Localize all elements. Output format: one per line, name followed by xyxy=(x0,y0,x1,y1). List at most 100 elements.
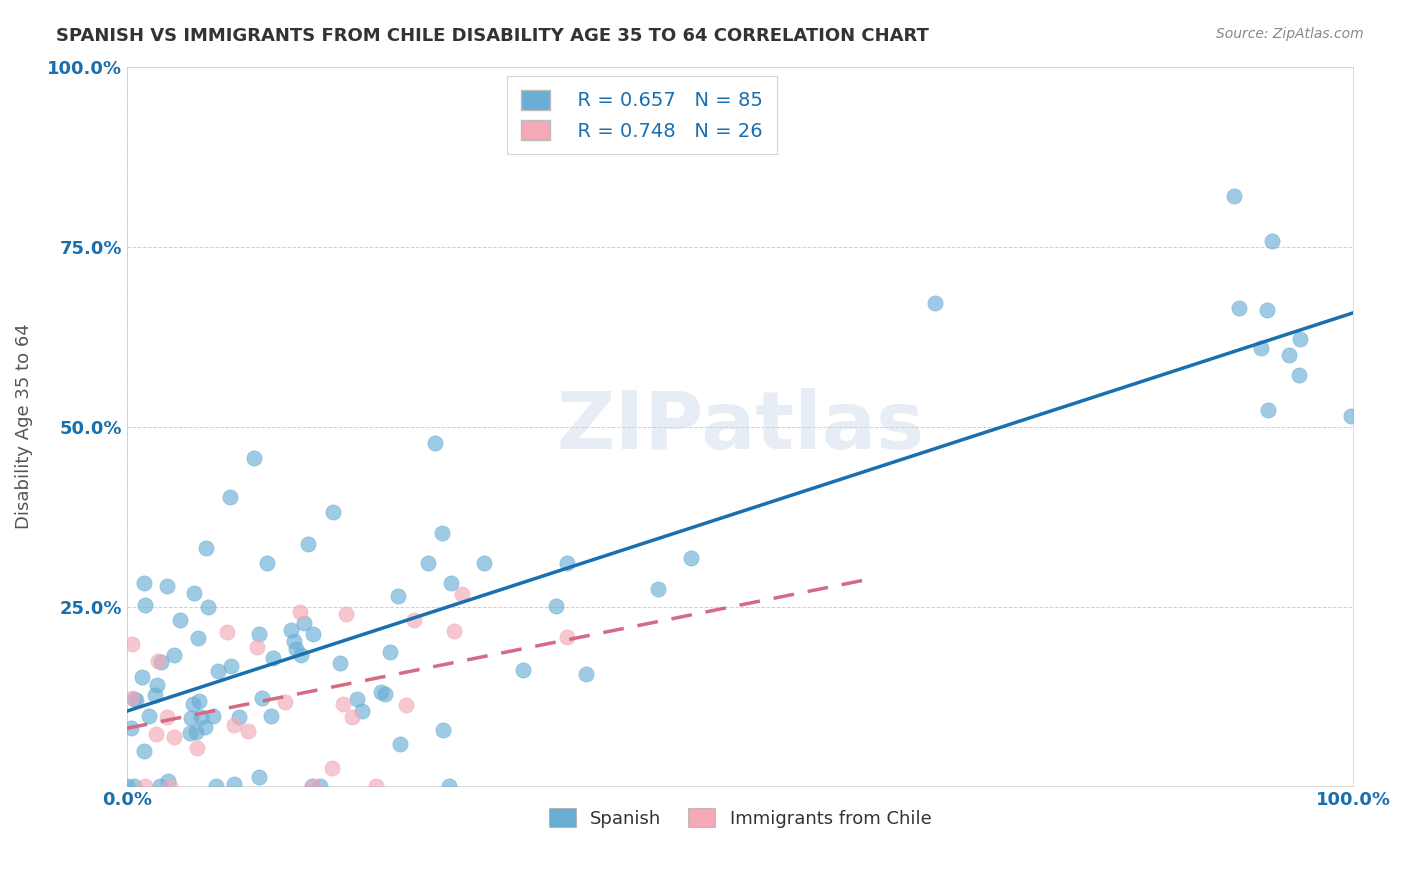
Point xyxy=(440,576,463,591)
Point xyxy=(423,436,446,450)
Point xyxy=(138,709,160,723)
Point xyxy=(432,723,454,737)
Point xyxy=(512,663,534,677)
Point xyxy=(121,691,143,706)
Point xyxy=(124,693,146,707)
Point xyxy=(121,637,143,651)
Point xyxy=(297,536,319,550)
Point xyxy=(181,697,204,711)
Point xyxy=(242,450,264,465)
Point xyxy=(332,698,354,712)
Point xyxy=(179,726,201,740)
Point xyxy=(1278,348,1301,362)
Point xyxy=(309,780,332,794)
Point xyxy=(162,648,184,662)
Point xyxy=(321,761,343,775)
Point xyxy=(252,691,274,706)
Point xyxy=(302,627,325,641)
Point xyxy=(188,694,211,708)
Point xyxy=(544,599,567,613)
Point xyxy=(156,710,179,724)
Point xyxy=(246,640,269,654)
Point xyxy=(437,780,460,794)
Point xyxy=(575,667,598,681)
Point xyxy=(186,741,208,756)
Point xyxy=(145,726,167,740)
Point xyxy=(194,720,217,734)
Point xyxy=(247,627,270,641)
Point xyxy=(335,607,357,622)
Point xyxy=(219,490,242,504)
Point xyxy=(1250,341,1272,355)
Point xyxy=(162,730,184,744)
Point xyxy=(120,721,142,735)
Point xyxy=(430,525,453,540)
Point xyxy=(451,587,474,601)
Point xyxy=(146,678,169,692)
Point xyxy=(238,723,260,738)
Point xyxy=(156,579,179,593)
Point xyxy=(134,744,156,758)
Point xyxy=(183,585,205,599)
Point xyxy=(222,777,245,791)
Point xyxy=(159,780,181,794)
Point xyxy=(284,642,307,657)
Point xyxy=(207,664,229,678)
Point xyxy=(364,780,387,794)
Point xyxy=(190,710,212,724)
Point xyxy=(132,576,155,591)
Point xyxy=(247,770,270,784)
Point xyxy=(134,598,156,612)
Point xyxy=(443,624,465,638)
Point xyxy=(370,685,392,699)
Point xyxy=(301,780,323,794)
Point xyxy=(228,709,250,723)
Point xyxy=(169,613,191,627)
Point xyxy=(389,738,412,752)
Point xyxy=(1223,189,1246,203)
Point xyxy=(221,659,243,673)
Point xyxy=(1261,234,1284,248)
Point xyxy=(555,557,578,571)
Point xyxy=(180,711,202,725)
Point xyxy=(283,634,305,648)
Point xyxy=(224,718,246,732)
Point xyxy=(387,589,409,603)
Text: SPANISH VS IMMIGRANTS FROM CHILE DISABILITY AGE 35 TO 64 CORRELATION CHART: SPANISH VS IMMIGRANTS FROM CHILE DISABIL… xyxy=(56,27,929,45)
Point xyxy=(201,709,224,723)
Point xyxy=(1257,403,1279,417)
Point xyxy=(288,605,311,619)
Point xyxy=(256,556,278,570)
Point xyxy=(280,624,302,638)
Point xyxy=(290,648,312,662)
Point xyxy=(117,780,139,794)
Point xyxy=(1289,332,1312,346)
Y-axis label: Disability Age 35 to 64: Disability Age 35 to 64 xyxy=(15,324,32,530)
Point xyxy=(647,582,669,597)
Legend: Spanish, Immigrants from Chile: Spanish, Immigrants from Chile xyxy=(541,801,939,835)
Point xyxy=(292,616,315,631)
Point xyxy=(1340,409,1362,424)
Point xyxy=(1256,302,1278,317)
Point xyxy=(1227,301,1250,315)
Point xyxy=(134,780,156,794)
Point xyxy=(322,505,344,519)
Point xyxy=(143,688,166,702)
Point xyxy=(149,655,172,669)
Point xyxy=(122,780,145,794)
Point xyxy=(924,295,946,310)
Point xyxy=(374,687,396,701)
Point xyxy=(195,541,218,556)
Point xyxy=(328,656,350,670)
Point xyxy=(346,692,368,706)
Point xyxy=(131,670,153,684)
Point xyxy=(679,550,702,565)
Point xyxy=(340,710,363,724)
Point xyxy=(273,695,295,709)
Point xyxy=(416,556,439,570)
Point xyxy=(262,651,284,665)
Point xyxy=(122,691,145,706)
Point xyxy=(378,645,401,659)
Point xyxy=(260,709,283,723)
Point xyxy=(156,774,179,789)
